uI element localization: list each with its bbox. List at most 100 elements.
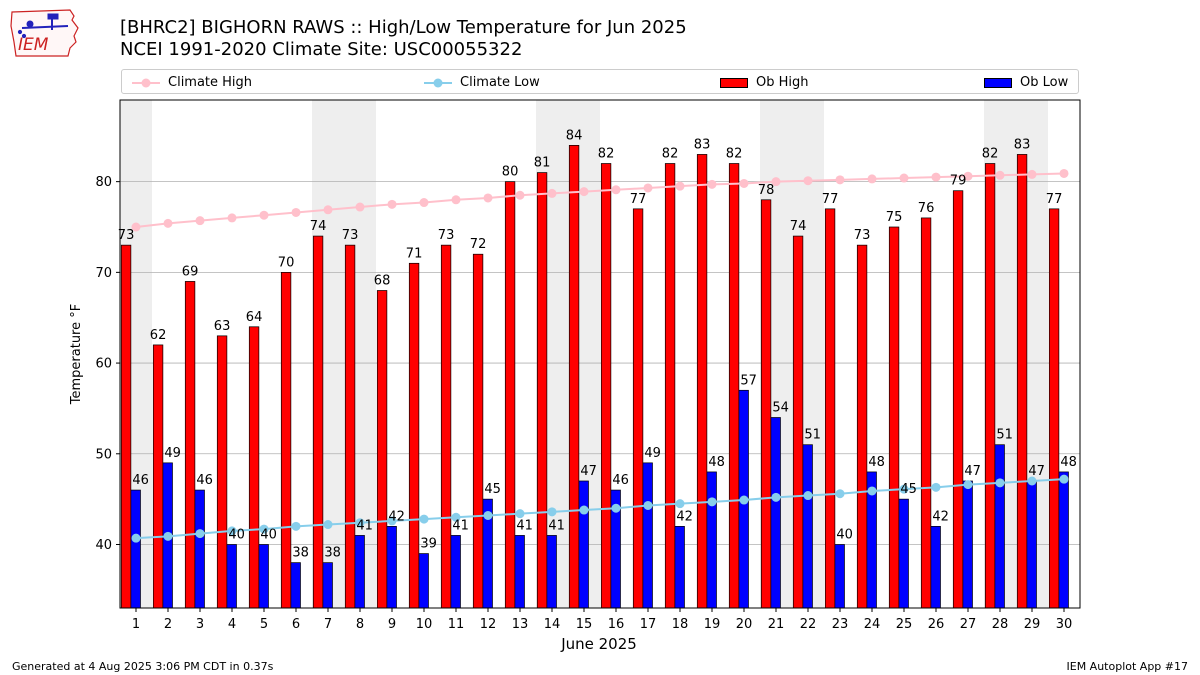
legend-climate-high: Climate High [132,70,252,95]
climate-low-point [771,492,781,502]
climate-low-point [547,507,557,517]
ob-high-value-label: 73 [118,228,135,243]
climate-high-point [515,190,525,200]
bar-value-labels: 73 62 69 63 64 70 74 73 68 71 73 72 80 81 84 82 77 82 83 82… [118,128,1077,560]
ob-low-bar [514,535,525,609]
ob-low-value-label: 49 [644,446,661,461]
ob-low-bar [226,544,237,609]
climate-low-point [739,495,749,505]
y-tick-label: 80 [95,175,112,190]
climate-low-point [355,518,365,528]
ob-low-value-label: 41 [452,518,469,533]
climate-high-point [227,213,237,223]
ob-high-bar [536,172,548,609]
climate-low-point [579,505,589,515]
climate-low-point [259,524,269,534]
ob-high-bar [376,290,388,609]
ob-high-bar [440,244,452,609]
x-tick-label: 8 [356,617,364,632]
ob-high-bar [888,226,900,609]
ob-high-value-label: 62 [150,328,167,343]
ob-low-bar [290,562,301,609]
ob-low-bar [706,471,717,609]
ob-high-bar [248,326,260,609]
ob-low-value-label: 39 [420,537,437,552]
climate-high-point [1059,168,1069,178]
ob-high-bar [952,190,964,609]
ob-high-value-label: 80 [502,165,519,180]
ob-low-bar [770,417,781,609]
climate-lines [131,168,1069,543]
ob-low-bar [258,544,269,609]
climate-low-point [515,509,525,519]
ob-high-bar [600,163,612,609]
ob-high-bar [632,208,644,609]
chart-subtitle: NCEI 1991-2020 Climate Site: USC00055322 [120,39,523,60]
ob-low-bar [1058,471,1069,609]
ob-low-value-label: 46 [196,473,213,488]
ob-high-bar [824,208,836,609]
ob-high-bar [312,235,324,609]
ob-low-value-label: 48 [708,455,725,470]
ob-low-value-label: 38 [324,546,341,561]
climate-low-line [135,478,1065,540]
ob-low-swatch [984,77,1012,88]
ob-high-value-label: 83 [694,137,711,152]
climate-high-point [387,199,397,209]
climate-high-point [995,170,1005,180]
x-tick-label: 2 [164,617,172,632]
ob-high-bar [1016,154,1028,609]
x-tick-label: 15 [576,617,593,632]
x-tick-label: 1 [132,617,140,632]
ob-low-value-label: 41 [516,518,533,533]
climate-high-point [259,210,269,220]
ob-high-value-label: 77 [1046,192,1063,207]
x-tick-label: 5 [260,617,268,632]
y-tick-label: 50 [95,447,112,462]
ob-high-value-label: 71 [406,246,423,261]
ob-low-value-label: 45 [900,482,917,497]
x-tick-label: 23 [832,617,849,632]
ob-low-value-label: 49 [164,446,181,461]
climate-high-point [1027,169,1037,179]
ob-low-bar [802,444,813,609]
ob-high-bar [568,145,580,609]
ob-high-bar [120,244,132,609]
ob-high-value-label: 73 [854,228,871,243]
x-tick-label: 12 [480,617,497,632]
logo-text: IEM [18,35,49,55]
ob-low-value-label: 48 [1060,455,1077,470]
ob-low-value-label: 41 [356,518,373,533]
ob-high-value-label: 77 [822,192,839,207]
x-tick-label: 9 [388,617,396,632]
climate-high-point [803,176,813,186]
x-tick-label: 28 [992,617,1009,632]
climate-high-point [451,195,461,205]
ob-high-swatch [720,77,748,88]
legend-label: Climate High [168,75,253,90]
ob-high-bar [472,253,484,609]
climate-low-point [131,533,141,543]
ob-high-value-label: 84 [566,128,583,143]
ob-high-value-label: 77 [630,192,647,207]
climate-low-point [419,514,429,524]
x-tick-label: 30 [1056,617,1073,632]
ob-low-bar [450,535,461,609]
ob-low-value-label: 46 [612,473,629,488]
ob-high-value-label: 72 [470,237,487,252]
ob-high-value-label: 64 [246,310,263,325]
ob-low-bar [578,480,589,609]
climate-high-line [135,172,1065,228]
ob-low-bar [546,535,557,609]
ob-low-value-label: 48 [868,455,885,470]
y-tick-label: 70 [95,266,112,281]
x-axis-label: June 2025 [560,635,637,653]
ob-high-bar [728,163,740,609]
climate-low-point [291,521,301,531]
ob-high-value-label: 82 [982,147,999,162]
legend-ob-high: Ob High [720,70,809,95]
climate-high-point [131,222,141,232]
ob-high-value-label: 79 [950,174,967,189]
